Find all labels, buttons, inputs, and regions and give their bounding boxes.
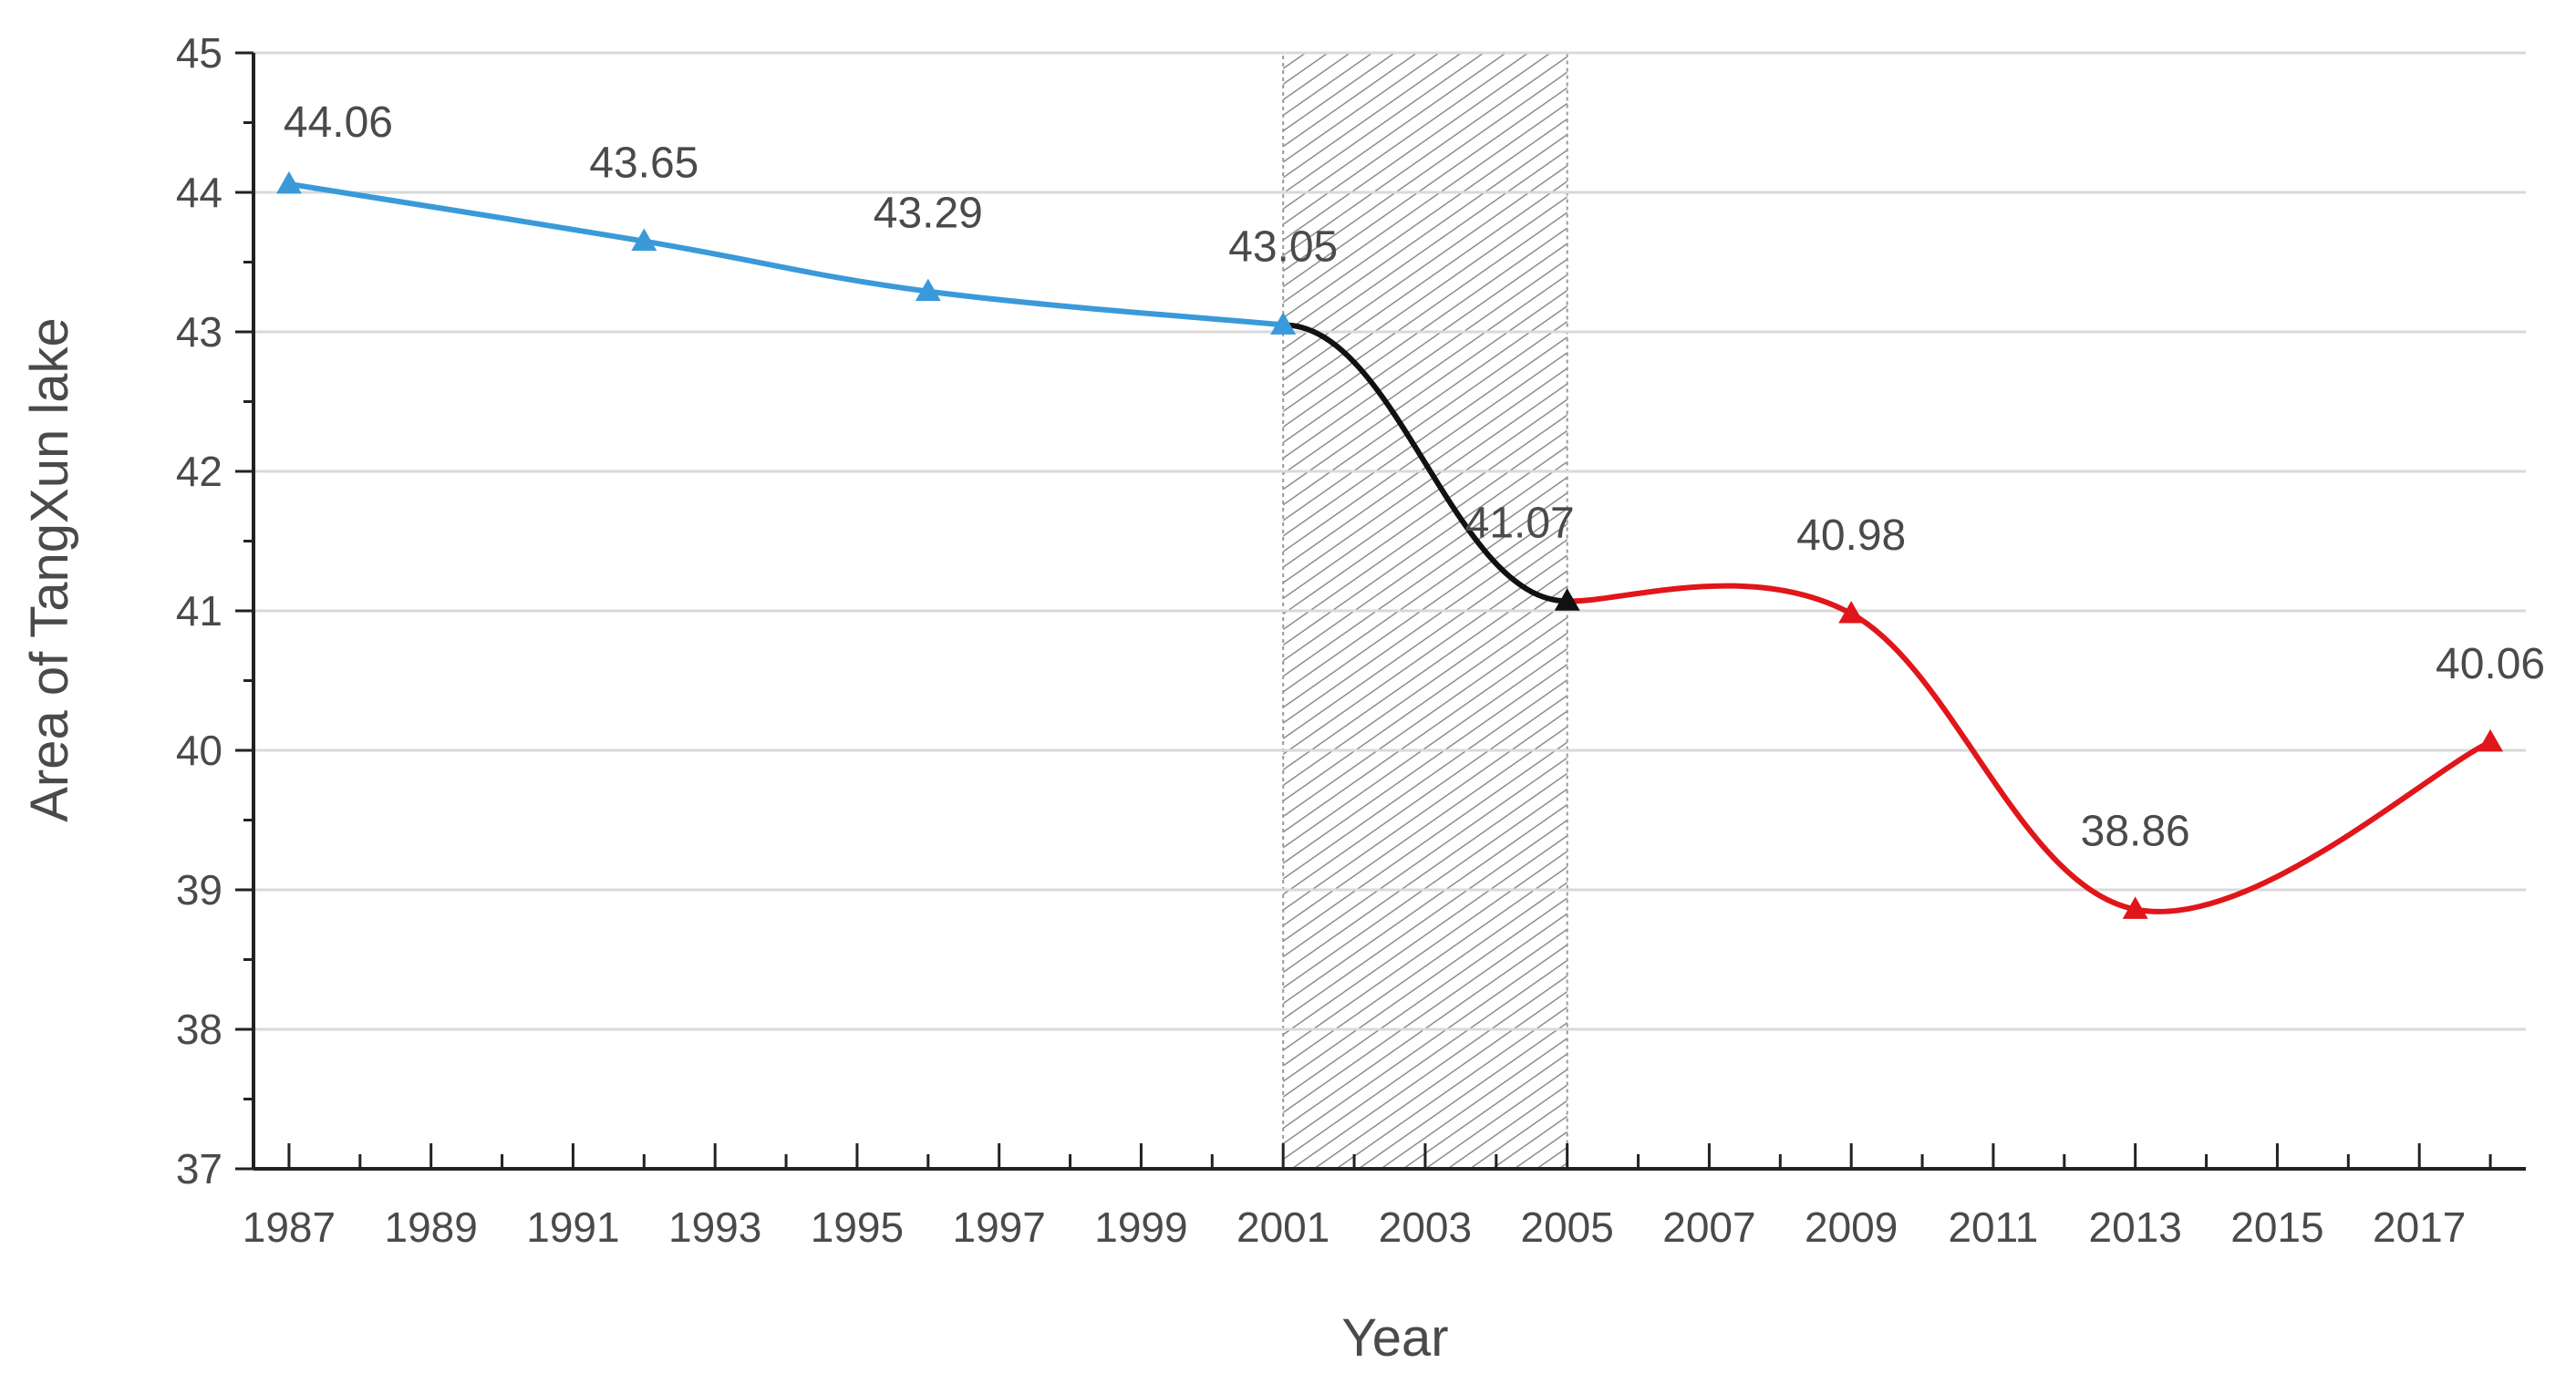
y-tick-label-39: 39 xyxy=(176,866,222,914)
y-tick-label-41: 41 xyxy=(176,587,222,635)
y-tick-label-45: 45 xyxy=(176,29,222,77)
y-tick-label-42: 42 xyxy=(176,448,222,495)
x-tick-label-2005: 2005 xyxy=(1521,1203,1614,1251)
x-tick-label-2017: 2017 xyxy=(2373,1203,2466,1251)
x-tick-label-2013: 2013 xyxy=(2089,1203,2182,1251)
x-tick-label-1995: 1995 xyxy=(811,1203,904,1251)
x-tick-label-1993: 1993 xyxy=(668,1203,761,1251)
data-labels: 44.06 43.65 43.29 43.05 41.07 40.98 38.86 40.06 xyxy=(284,98,2545,856)
x-axis-title: Year xyxy=(1341,1308,1448,1368)
x-tick-label-2003: 2003 xyxy=(1379,1203,1472,1251)
axes: 37 38 39 40 41 42 43 44 45 1987 1989 1991 1993 1995 19… xyxy=(176,29,2526,1251)
series-line-period-2 xyxy=(1280,322,1570,604)
marker-1992 xyxy=(631,228,657,252)
x-tick-label-2007: 2007 xyxy=(1662,1203,1755,1251)
y-tick-label-44: 44 xyxy=(176,169,222,216)
data-label-2009: 40.98 xyxy=(1796,511,1906,560)
x-tick-label-1991: 1991 xyxy=(526,1203,619,1251)
data-label-2005: 41.07 xyxy=(1465,499,1575,547)
marker-2013 xyxy=(2122,896,2148,919)
marker-2005 xyxy=(1554,588,1580,611)
marker-1996 xyxy=(915,278,941,302)
x-tick-label-1999: 1999 xyxy=(1094,1203,1187,1251)
series-line-period-3 xyxy=(1564,583,2494,914)
series-lines xyxy=(285,181,2494,914)
x-tick-label-2015: 2015 xyxy=(2230,1203,2323,1251)
y-tick-label-37: 37 xyxy=(176,1145,222,1193)
series-line-period-1 xyxy=(285,181,1287,328)
data-label-2018: 40.06 xyxy=(2436,640,2545,688)
data-markers xyxy=(275,170,2504,919)
marker-1987 xyxy=(275,170,302,194)
data-label-1992: 43.65 xyxy=(589,139,698,188)
data-label-1987: 44.06 xyxy=(284,98,393,147)
x-tick-label-2009: 2009 xyxy=(1805,1203,1898,1251)
x-tick-label-1987: 1987 xyxy=(243,1203,336,1251)
data-label-2001: 43.05 xyxy=(1228,222,1338,271)
marker-2018 xyxy=(2478,728,2504,752)
x-tick-label-2001: 2001 xyxy=(1236,1203,1329,1251)
x-tick-label-1997: 1997 xyxy=(953,1203,1046,1251)
y-axis-title: Area of TangXun lake xyxy=(20,317,79,822)
marker-2001 xyxy=(1270,312,1297,335)
gridlines xyxy=(253,51,2526,1031)
data-label-1996: 43.29 xyxy=(874,190,983,238)
marker-2009 xyxy=(1838,601,1865,624)
y-tick-label-38: 38 xyxy=(176,1006,222,1053)
data-label-2013: 38.86 xyxy=(2081,807,2190,855)
x-tick-label-1989: 1989 xyxy=(385,1203,478,1251)
y-tick-label-43: 43 xyxy=(176,308,222,356)
x-tick-label-2011: 2011 xyxy=(1948,1203,2038,1251)
y-tick-label-40: 40 xyxy=(176,727,222,774)
